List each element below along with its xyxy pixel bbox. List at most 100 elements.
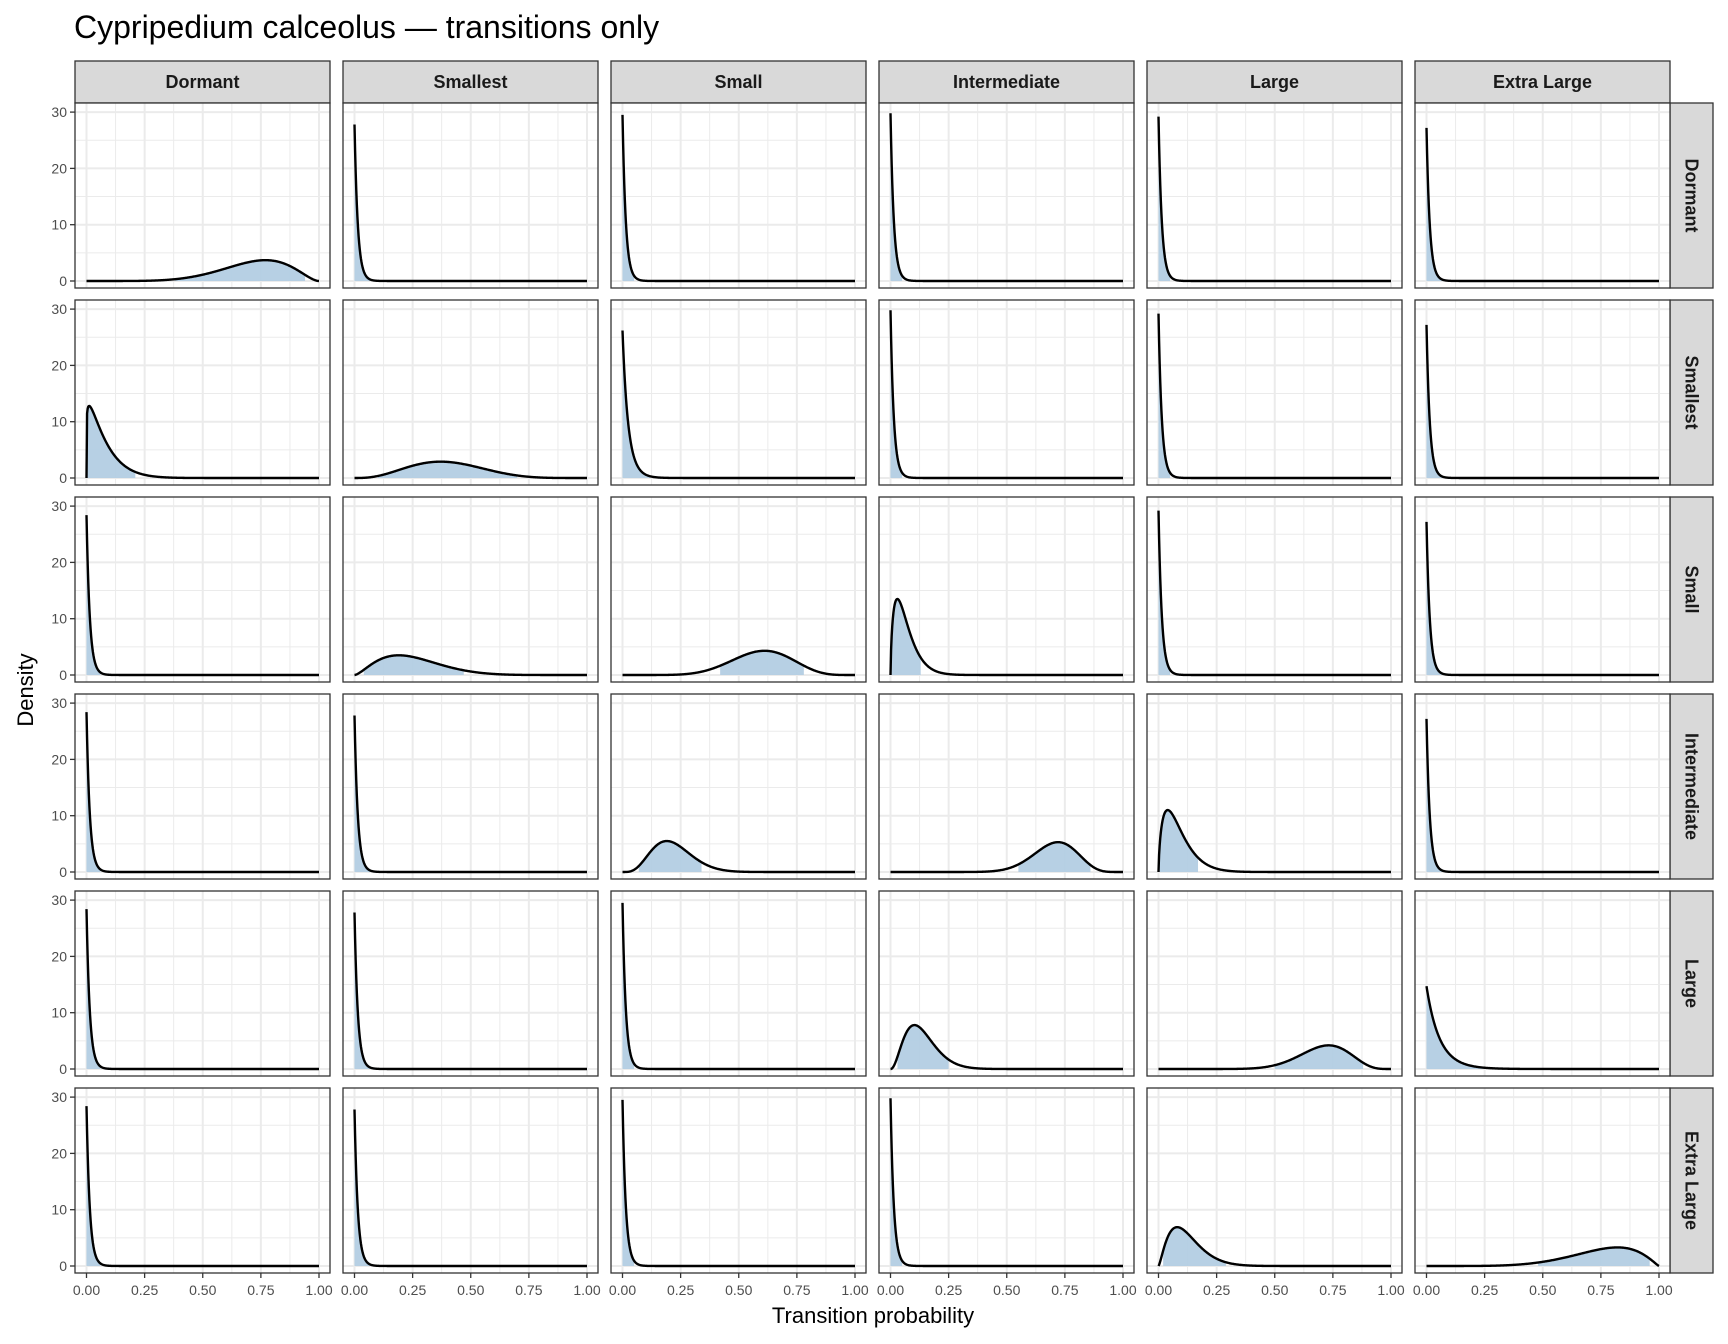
panel-border — [74, 496, 331, 683]
panel-border — [342, 496, 599, 683]
panel-border — [878, 102, 1135, 289]
panel-large-to-intermediate — [878, 890, 1135, 1077]
row-strip-intermediate: Intermediate — [1669, 693, 1714, 880]
row-strip-extra-large: Extra Large — [1669, 1087, 1714, 1274]
x-tick-label: 0.50 — [1529, 1282, 1556, 1298]
panel-smallest-to-extra-large — [1414, 299, 1671, 486]
density-curve — [1425, 1246, 1660, 1268]
density-curve — [85, 909, 320, 1071]
credible-interval-area — [1538, 1247, 1650, 1266]
row-strip-label: Small — [1682, 565, 1702, 613]
col-strip-label: Extra Large — [1493, 72, 1592, 92]
density-curve — [85, 404, 320, 480]
row-strip-label: Intermediate — [1682, 733, 1702, 840]
density-curve — [1157, 313, 1392, 480]
y-tick-label: 0 — [59, 667, 67, 683]
panel-border — [610, 299, 867, 486]
panel-border — [342, 693, 599, 880]
credible-interval-area — [1158, 510, 1171, 675]
panel-small-to-intermediate — [878, 496, 1135, 683]
x-tick-label: 0.25 — [667, 1282, 694, 1298]
density-curve — [1425, 127, 1660, 283]
panel-smallest-to-intermediate — [878, 299, 1135, 486]
y-tick-label: 30 — [51, 695, 67, 711]
x-tick-label: 0.00 — [877, 1282, 904, 1298]
density-curve — [1425, 324, 1660, 480]
density-curve — [353, 715, 588, 874]
credible-interval-area — [890, 113, 903, 281]
density-curve — [1157, 808, 1392, 874]
x-tick-label: 0.75 — [247, 1282, 274, 1298]
panel-border — [1146, 102, 1403, 289]
panel-border — [878, 890, 1135, 1077]
panel-dormant-to-extra-large — [1414, 102, 1671, 289]
credible-interval-area — [174, 260, 306, 281]
y-tick-label: 20 — [51, 948, 67, 964]
x-tick-label: 0.00 — [341, 1282, 368, 1298]
x-tick-label: 0.00 — [609, 1282, 636, 1298]
y-tick-label: 10 — [51, 611, 67, 627]
density-curve — [85, 1106, 320, 1268]
x-tick-label: 0.50 — [189, 1282, 216, 1298]
panel-border — [342, 102, 599, 289]
x-tick-label: 0.75 — [1319, 1282, 1346, 1298]
credible-interval-area — [622, 1099, 635, 1266]
col-strip-label: Smallest — [433, 72, 507, 92]
density-curve — [889, 597, 1124, 677]
x-tick-label: 0.50 — [725, 1282, 752, 1298]
y-tick-label: 0 — [59, 1061, 67, 1077]
panel-small-to-smallest — [342, 496, 599, 683]
y-tick-label: 20 — [51, 160, 67, 176]
panel-intermediate-to-large — [1146, 693, 1403, 880]
panel-extra-large-to-extra-large — [1414, 1087, 1671, 1274]
col-strip-smallest: Smallest — [342, 60, 599, 104]
row-strip-small: Small — [1669, 496, 1714, 683]
facet-grid: Dormant Smallest Small Intermediate Large Ext… — [51, 60, 1714, 1298]
y-tick-label: 20 — [51, 1145, 67, 1161]
panel-border — [610, 102, 867, 289]
density-curve — [1157, 1225, 1392, 1268]
row-strip-dormant: Dormant — [1669, 102, 1714, 289]
density-curve — [621, 1099, 856, 1268]
density-curve — [85, 515, 320, 677]
panel-intermediate-to-extra-large — [1414, 693, 1671, 880]
density-curve — [353, 912, 588, 1071]
density-curve — [621, 114, 856, 283]
x-tick-label: 0.00 — [73, 1282, 100, 1298]
density-curve — [889, 840, 1124, 874]
y-tick-label: 30 — [51, 1089, 67, 1105]
panel-extra-large-to-large — [1146, 1087, 1403, 1274]
panel-border — [342, 890, 599, 1077]
panel-border — [1414, 496, 1671, 683]
x-tick-label: 0.25 — [935, 1282, 962, 1298]
col-strip-intermediate: Intermediate — [878, 60, 1135, 104]
x-tick-label: 0.25 — [131, 1282, 158, 1298]
x-tick-label: 1.00 — [1377, 1282, 1404, 1298]
panel-small-to-large — [1146, 496, 1403, 683]
credible-interval-area — [622, 902, 635, 1069]
x-tick-label: 1.00 — [1645, 1282, 1672, 1298]
y-axis-title: Density — [13, 653, 38, 726]
row-strip-label: Large — [1682, 959, 1702, 1008]
panel-border — [1414, 299, 1671, 486]
density-curve — [621, 649, 856, 677]
panel-border — [1146, 299, 1403, 486]
panel-border — [74, 890, 331, 1077]
y-tick-label: 10 — [51, 1202, 67, 1218]
density-curve — [1157, 1044, 1392, 1071]
x-tick-label: 0.75 — [515, 1282, 542, 1298]
x-tick-label: 0.75 — [783, 1282, 810, 1298]
panel-border — [74, 102, 331, 289]
panel-small-to-extra-large — [1414, 496, 1671, 683]
x-tick-label: 1.00 — [305, 1282, 332, 1298]
panel-smallest-to-smallest — [342, 299, 599, 486]
density-curve — [353, 1109, 588, 1268]
panel-smallest-to-small — [610, 299, 867, 486]
panel-smallest-to-large — [1146, 299, 1403, 486]
density-curve — [621, 902, 856, 1071]
row-strip-label: Dormant — [1682, 158, 1702, 232]
panel-border — [1146, 890, 1403, 1077]
panel-border — [878, 496, 1135, 683]
panel-dormant-to-small — [610, 102, 867, 289]
panel-dormant-to-intermediate — [878, 102, 1135, 289]
